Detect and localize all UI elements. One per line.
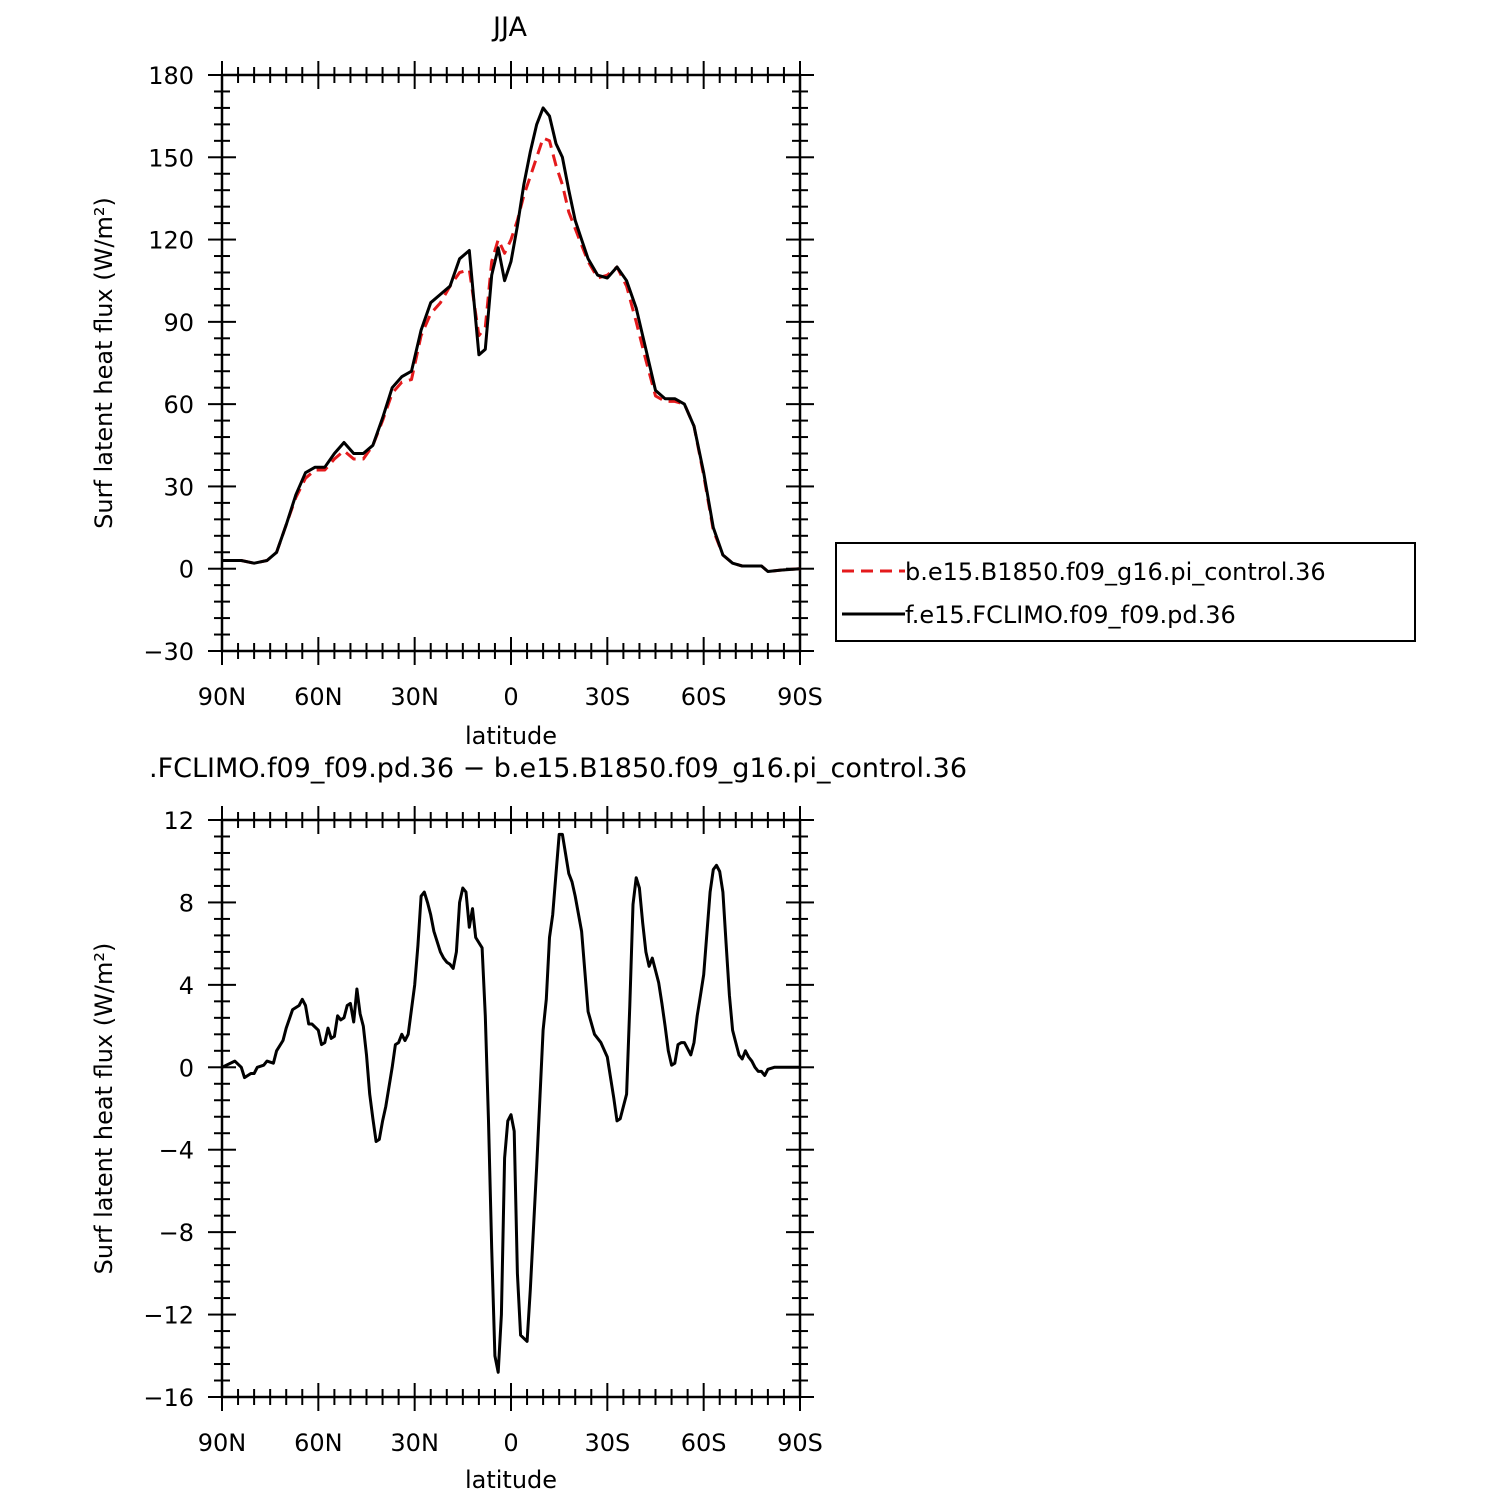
y-tick-label: 150 [148,144,194,172]
y-tick-label: 8 [179,889,194,917]
x-tick-label: 60N [294,1429,343,1457]
series-line-2 [222,106,801,573]
x-tick-label: 30S [584,1429,630,1457]
y-tick-label: −4 [159,1137,194,1165]
y-tick-label: 60 [163,391,194,419]
x-tick-label: 30N [390,683,439,711]
series-line-1 [221,832,800,1374]
y-tick-label: −12 [143,1302,194,1330]
chart-title: JJA [491,12,527,43]
legend-box [835,542,1416,642]
x-tick-label: 0 [503,1429,518,1457]
chart-title: .FCLIMO.f09_f09.pd.36 − b.e15.B1850.f09_… [149,753,967,784]
series-line-1 [222,136,801,573]
y-tick-label: −8 [159,1219,194,1247]
x-tick-label: 30N [390,1429,439,1457]
x-tick-label: 60S [681,1429,727,1457]
x-tick-label: 60S [681,683,727,711]
x-tick-label: 90N [198,683,247,711]
y-tick-label: 180 [148,62,194,90]
y-tick-label: −16 [143,1384,194,1412]
x-axis-label: latitude [465,1466,557,1494]
x-tick-label: 90S [777,683,823,711]
y-tick-label: −30 [143,638,194,666]
plot-frame [220,73,802,653]
x-tick-label: 60N [294,683,343,711]
legend-label-2: f.e15.FCLIMO.f09_f09.pd.36 [905,601,1236,629]
y-tick-label: 0 [179,556,194,584]
x-tick-label: 30S [584,683,630,711]
chart-panel-1: JJA 90N 60N 30N 0 30S 60S 90S −30 0 30 60 90 120 150 18… [90,12,823,750]
y-axis-label: Surf latent heat flux (W/m²) [90,197,118,529]
x-tick-label: 0 [503,683,518,711]
y-tick-label: 4 [179,972,194,1000]
legend: b.e15.B1850.f09_g16.pi_control.36 f.e15.F… [835,542,1416,642]
y-tick-label: 30 [163,473,194,501]
y-tick-label: 12 [163,807,194,835]
y-tick-label: 0 [179,1054,194,1082]
plot-frame [220,818,802,1399]
x-tick-label: 90N [198,1429,247,1457]
y-tick-label: 120 [148,227,194,255]
chart-panel-2: .FCLIMO.f09_f09.pd.36 − b.e15.B1850.f09_… [90,753,967,1494]
y-axis-label: Surf latent heat flux (W/m²) [90,943,118,1275]
x-tick-label: 90S [777,1429,823,1457]
y-tick-label: 90 [163,309,194,337]
legend-label-1: b.e15.B1850.f09_g16.pi_control.36 [905,558,1326,586]
x-axis-label: latitude [465,722,557,750]
